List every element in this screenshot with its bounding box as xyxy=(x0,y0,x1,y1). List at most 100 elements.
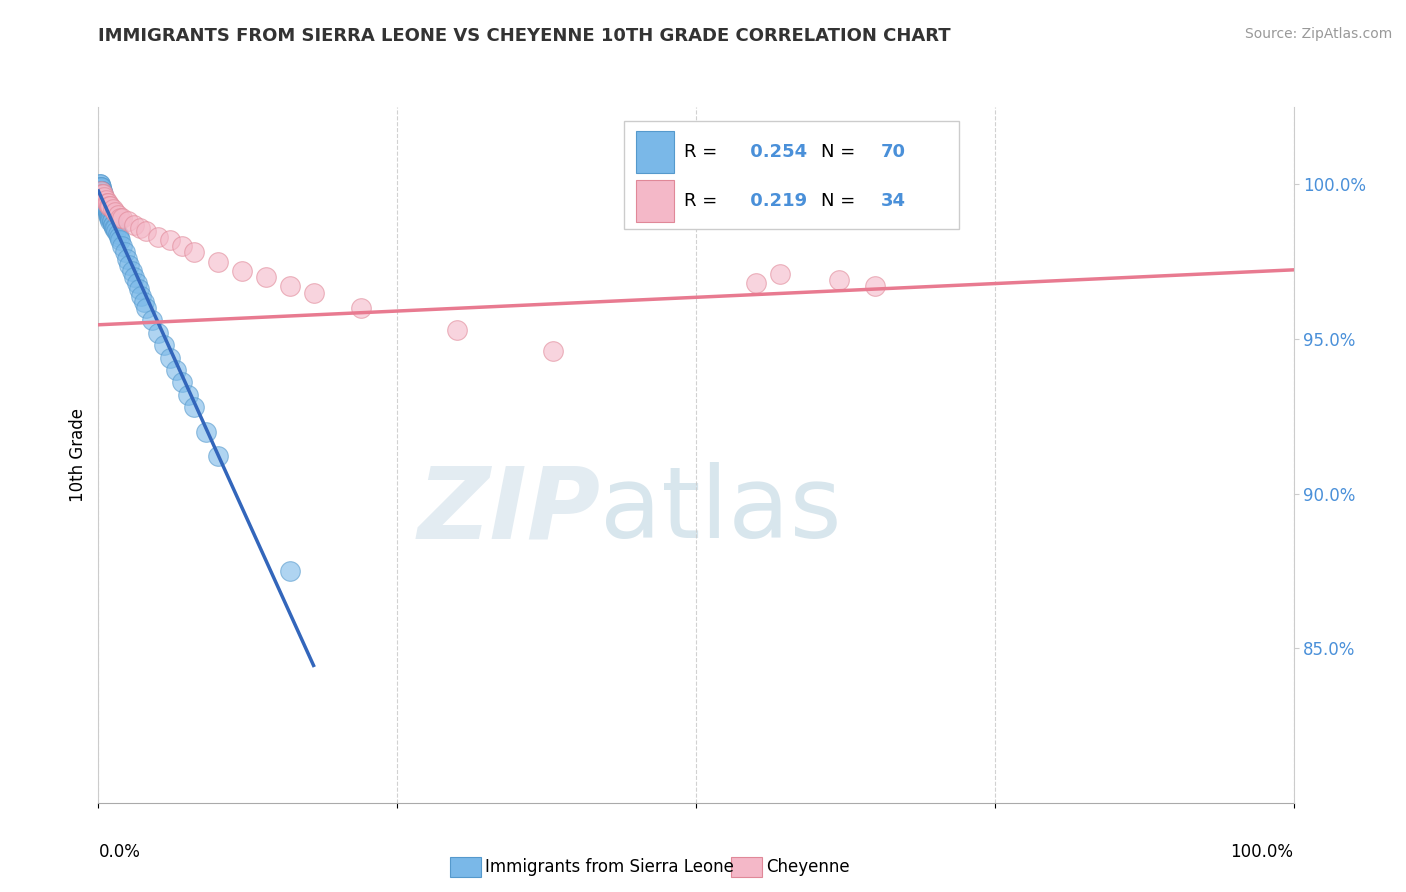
Point xyxy=(91,186,114,201)
Point xyxy=(98,211,121,226)
Point xyxy=(93,195,115,210)
Point xyxy=(90,184,112,198)
Point xyxy=(278,279,301,293)
Bar xyxy=(637,180,675,222)
Text: N =: N = xyxy=(821,192,862,210)
Point xyxy=(541,344,564,359)
Point xyxy=(124,218,146,232)
Point xyxy=(91,186,114,201)
Point xyxy=(91,190,114,204)
Point xyxy=(89,178,111,192)
Point xyxy=(121,264,143,278)
Text: Immigrants from Sierra Leone: Immigrants from Sierra Leone xyxy=(485,858,734,876)
Point xyxy=(97,205,120,219)
Point xyxy=(302,285,325,300)
Point xyxy=(148,230,170,244)
Point xyxy=(93,193,115,207)
Point xyxy=(132,294,155,309)
Point xyxy=(101,218,124,232)
Point xyxy=(108,233,131,247)
Point xyxy=(96,202,118,216)
Point xyxy=(183,245,205,260)
Point xyxy=(111,211,134,226)
Point xyxy=(97,208,120,222)
Text: R =: R = xyxy=(685,192,723,210)
Point xyxy=(159,351,181,365)
Y-axis label: 10th Grade: 10th Grade xyxy=(69,408,87,502)
Point xyxy=(125,277,148,291)
Point xyxy=(96,202,118,216)
Point xyxy=(254,270,277,285)
Point xyxy=(104,220,127,235)
Point xyxy=(96,195,118,210)
Point xyxy=(103,220,125,235)
Text: 0.254: 0.254 xyxy=(744,144,807,161)
Point xyxy=(115,252,138,266)
Point xyxy=(98,211,122,226)
Point xyxy=(153,338,176,352)
Point xyxy=(89,178,111,192)
Point xyxy=(148,326,170,340)
Point xyxy=(90,184,112,198)
Point xyxy=(91,186,114,201)
Point xyxy=(93,195,115,210)
Point xyxy=(159,233,181,247)
Point xyxy=(91,190,114,204)
Point xyxy=(96,202,118,216)
Point xyxy=(107,227,129,241)
Point xyxy=(91,193,114,207)
Text: R =: R = xyxy=(685,144,723,161)
Point xyxy=(91,186,114,201)
Text: Source: ZipAtlas.com: Source: ZipAtlas.com xyxy=(1244,27,1392,41)
Text: 100.0%: 100.0% xyxy=(1230,843,1294,861)
Point xyxy=(207,254,229,268)
Point xyxy=(96,199,118,213)
Point xyxy=(89,180,111,194)
Point xyxy=(98,214,122,228)
Point xyxy=(183,400,205,414)
Point xyxy=(93,190,115,204)
Point xyxy=(98,208,121,222)
Point xyxy=(98,199,122,213)
Point xyxy=(129,220,152,235)
Point xyxy=(94,199,117,213)
Point xyxy=(98,208,121,222)
Point xyxy=(91,184,114,198)
Point xyxy=(231,264,253,278)
Text: N =: N = xyxy=(821,144,862,161)
Text: ZIP: ZIP xyxy=(418,462,600,559)
Point xyxy=(111,239,134,253)
Point xyxy=(90,180,112,194)
Point xyxy=(124,270,146,285)
Text: 0.0%: 0.0% xyxy=(98,843,141,861)
Point xyxy=(135,301,157,315)
Text: 70: 70 xyxy=(882,144,907,161)
Point xyxy=(135,224,157,238)
Point xyxy=(194,425,218,439)
Text: 34: 34 xyxy=(882,192,907,210)
Text: Cheyenne: Cheyenne xyxy=(766,858,849,876)
Point xyxy=(350,301,373,315)
Point xyxy=(97,195,120,210)
Point xyxy=(104,205,127,219)
Point xyxy=(94,199,117,213)
Point xyxy=(207,450,229,464)
Point xyxy=(97,205,120,219)
Point xyxy=(118,258,141,272)
Point xyxy=(177,387,200,401)
Point xyxy=(108,211,131,226)
Point xyxy=(446,323,468,337)
Text: atlas: atlas xyxy=(600,462,842,559)
Point xyxy=(117,214,139,228)
Point xyxy=(172,239,194,253)
Point xyxy=(91,186,114,201)
Point xyxy=(101,202,124,216)
Point xyxy=(93,195,115,210)
Point xyxy=(94,193,117,207)
Text: IMMIGRANTS FROM SIERRA LEONE VS CHEYENNE 10TH GRADE CORRELATION CHART: IMMIGRANTS FROM SIERRA LEONE VS CHEYENNE… xyxy=(98,27,950,45)
Point xyxy=(165,363,187,377)
Point xyxy=(93,193,115,207)
Point xyxy=(863,279,887,293)
Point xyxy=(91,190,114,204)
Point xyxy=(107,208,129,222)
